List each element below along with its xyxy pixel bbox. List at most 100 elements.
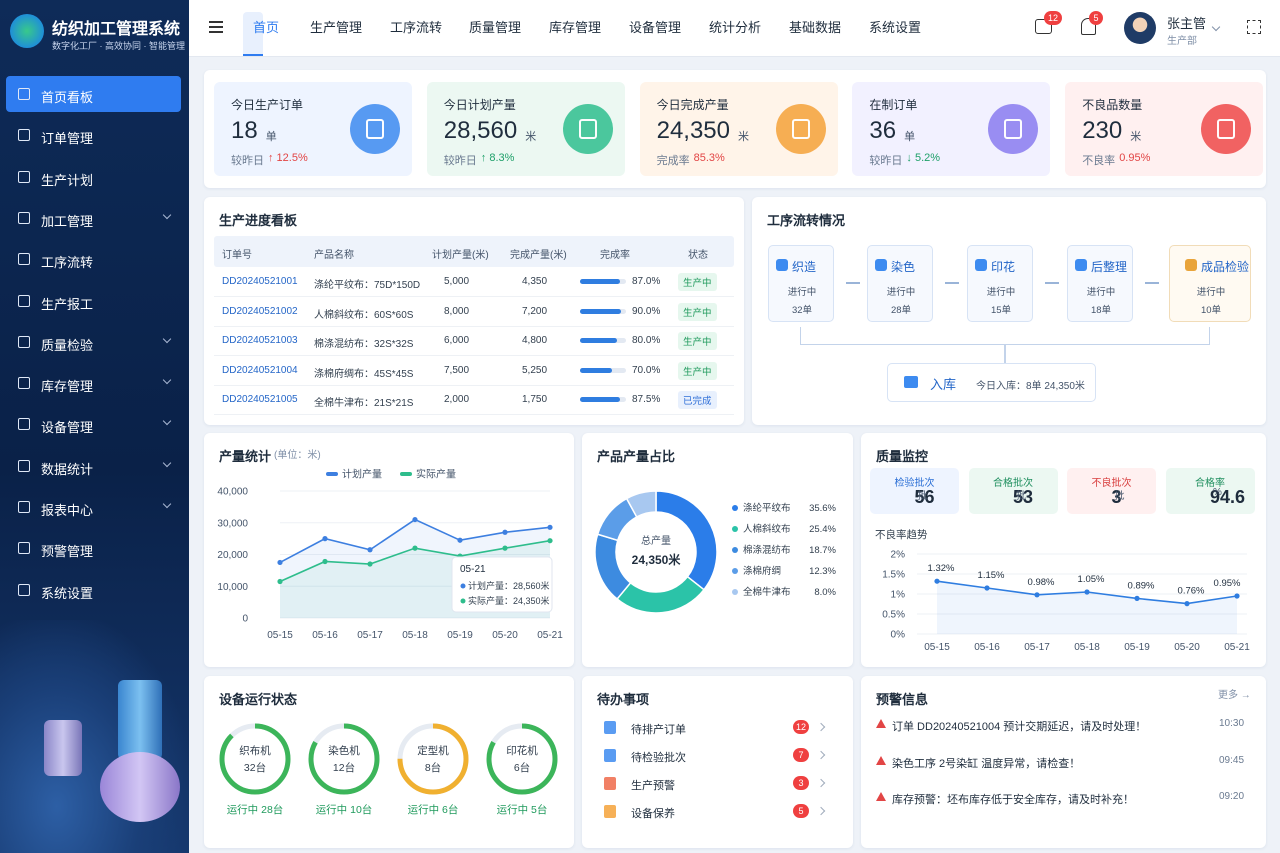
todo-item[interactable]: 设备保养 5 (582, 800, 853, 824)
ring (219, 723, 291, 795)
menu-label: 生产报工 (41, 296, 94, 312)
todo-count: 12 (793, 720, 809, 734)
menu-item[interactable]: 预警管理 (6, 530, 181, 566)
rate: 87.0% (632, 276, 661, 287)
flow-icon (1185, 259, 1197, 271)
quality-unit: % (1213, 487, 1222, 498)
flow-status: 进行中 (1086, 287, 1116, 298)
alert-text[interactable]: 库存预警：坯布库存低于安全库存，请及时补充！ (892, 794, 1134, 806)
order-no[interactable]: DD20240521004 (222, 364, 298, 376)
slice (625, 490, 657, 518)
menu-item[interactable]: 加工管理 (6, 200, 181, 236)
order-no[interactable]: DD20240521002 (222, 305, 298, 317)
menu-item[interactable]: 数据统计 (6, 448, 181, 484)
legend-dot (732, 526, 738, 532)
quality-card: 合格率 94.6% (1165, 468, 1255, 514)
tooltip-dot (460, 598, 466, 604)
nav-tab[interactable]: 首页 (243, 12, 279, 56)
quality-unit: 批 (1016, 491, 1026, 502)
ring (486, 723, 558, 795)
bell-icon[interactable] (1081, 18, 1096, 35)
more-link[interactable]: 更多 → (1218, 690, 1251, 701)
flow-arrow (1045, 282, 1059, 284)
flow-arrow (945, 282, 959, 284)
point (457, 537, 463, 543)
menu-item[interactable]: 生产计划 (6, 159, 181, 195)
message-icon[interactable] (1035, 19, 1052, 34)
point (1134, 595, 1140, 601)
kpi-value: 28,560 (443, 117, 518, 144)
menu-label: 生产计划 (41, 172, 94, 188)
menu-item[interactable]: 工序流转 (6, 241, 181, 277)
flow-status: 进行中 (1196, 287, 1226, 298)
flow-icon (975, 259, 987, 271)
flow-count: 28单 (890, 305, 912, 316)
point (322, 536, 328, 542)
kpi-value: 230 (1082, 117, 1123, 144)
point (322, 558, 328, 565)
value-label: 0.98% (1028, 577, 1055, 588)
brand-title: 纺织加工管理系统 (52, 21, 181, 38)
rate: 70.0% (632, 364, 661, 376)
quality-label: 合格批次 (993, 478, 1033, 489)
menu-item[interactable]: 系统设置 (6, 572, 181, 608)
nav-tab-label: 基础数据 (789, 20, 842, 35)
menu-item[interactable]: 首页看板 (6, 76, 181, 112)
equipment-name: 定型机 (417, 744, 449, 757)
flow-node: 成品检验 进行中 10单 (1169, 245, 1251, 322)
menu-toggle[interactable] (209, 21, 223, 23)
nav-tab-label: 生产管理 (310, 20, 363, 35)
todo-label: 设备保养 (631, 808, 675, 820)
y-tick-label: 1% (891, 590, 906, 601)
kpi-label: 今日计划产量 (443, 98, 516, 112)
tooltip-line: 实际产量：24,350米 (468, 595, 550, 606)
fullscreen-icon[interactable] (1247, 20, 1261, 34)
nav-tab-label: 统计分析 (709, 20, 762, 35)
menu-icon (18, 170, 30, 183)
table-row (214, 356, 734, 386)
alert-text[interactable]: 染色工序 2号染缸 温度异常，请检查！ (892, 757, 1081, 770)
alert-text[interactable]: 订单 DD20240521004 预计交期延迟，请及时处理！ (892, 721, 1147, 733)
chevron (162, 499, 172, 509)
order-no[interactable]: DD20240521003 (222, 335, 298, 347)
menu-item[interactable]: 质量检验 (6, 324, 181, 360)
kpi-glyph (1004, 119, 1023, 139)
todo-icon (604, 805, 616, 818)
area (937, 581, 1237, 634)
todo-label: 待检验批次 (631, 752, 686, 764)
x-tick-label: 05-17 (357, 630, 383, 641)
tooltip-title: 05-21 (460, 564, 486, 575)
menu-item[interactable]: 生产报工 (6, 283, 181, 319)
legend-dot (732, 589, 738, 595)
menu-item[interactable]: 设备管理 (6, 406, 181, 442)
kpi-change: 85.3% (693, 152, 725, 164)
tooltip-dot (460, 583, 466, 589)
avatar[interactable] (1124, 12, 1156, 44)
chevron (816, 778, 826, 788)
legend-label: 涤纶平纹布 (743, 502, 791, 514)
chevron (816, 722, 826, 732)
progress-panel: 生产进度看板 订单号 产品名称 计划产量(米) 完成产量(米) 完成率 状态 DD202405… (204, 197, 744, 425)
panel-title: 设备运行状态 (219, 692, 298, 707)
menu-item[interactable]: 订单管理 (6, 117, 181, 153)
status: 生产中 (678, 332, 717, 351)
menu-item[interactable]: 库存管理 (6, 365, 181, 401)
kpi-compare: 较昨日 (869, 155, 903, 167)
y-tick-label: 1.5% (882, 570, 905, 581)
table-header-cell: 计划产量(米) (432, 250, 489, 261)
order-no[interactable]: DD20240521001 (222, 276, 298, 287)
quality-label: 合格率 (1195, 478, 1225, 489)
user-dept: 生产部 (1167, 36, 1197, 47)
quality-card: 检验批次 56 批 (870, 468, 959, 514)
order-no[interactable]: DD20240521005 (222, 394, 298, 406)
todo-icon (604, 721, 616, 734)
badge: 5 (1089, 11, 1103, 25)
todo-item[interactable]: 生产预警 3 (582, 772, 853, 796)
todo-item[interactable]: 待排产订单 12 (582, 716, 853, 740)
menu-item[interactable]: 报表中心 (6, 489, 181, 525)
todo-item[interactable]: 待检验批次 7 (582, 744, 853, 768)
chevron (816, 750, 826, 760)
value-label: 1.32% (928, 563, 955, 574)
value-label: 12.3% (809, 566, 836, 577)
